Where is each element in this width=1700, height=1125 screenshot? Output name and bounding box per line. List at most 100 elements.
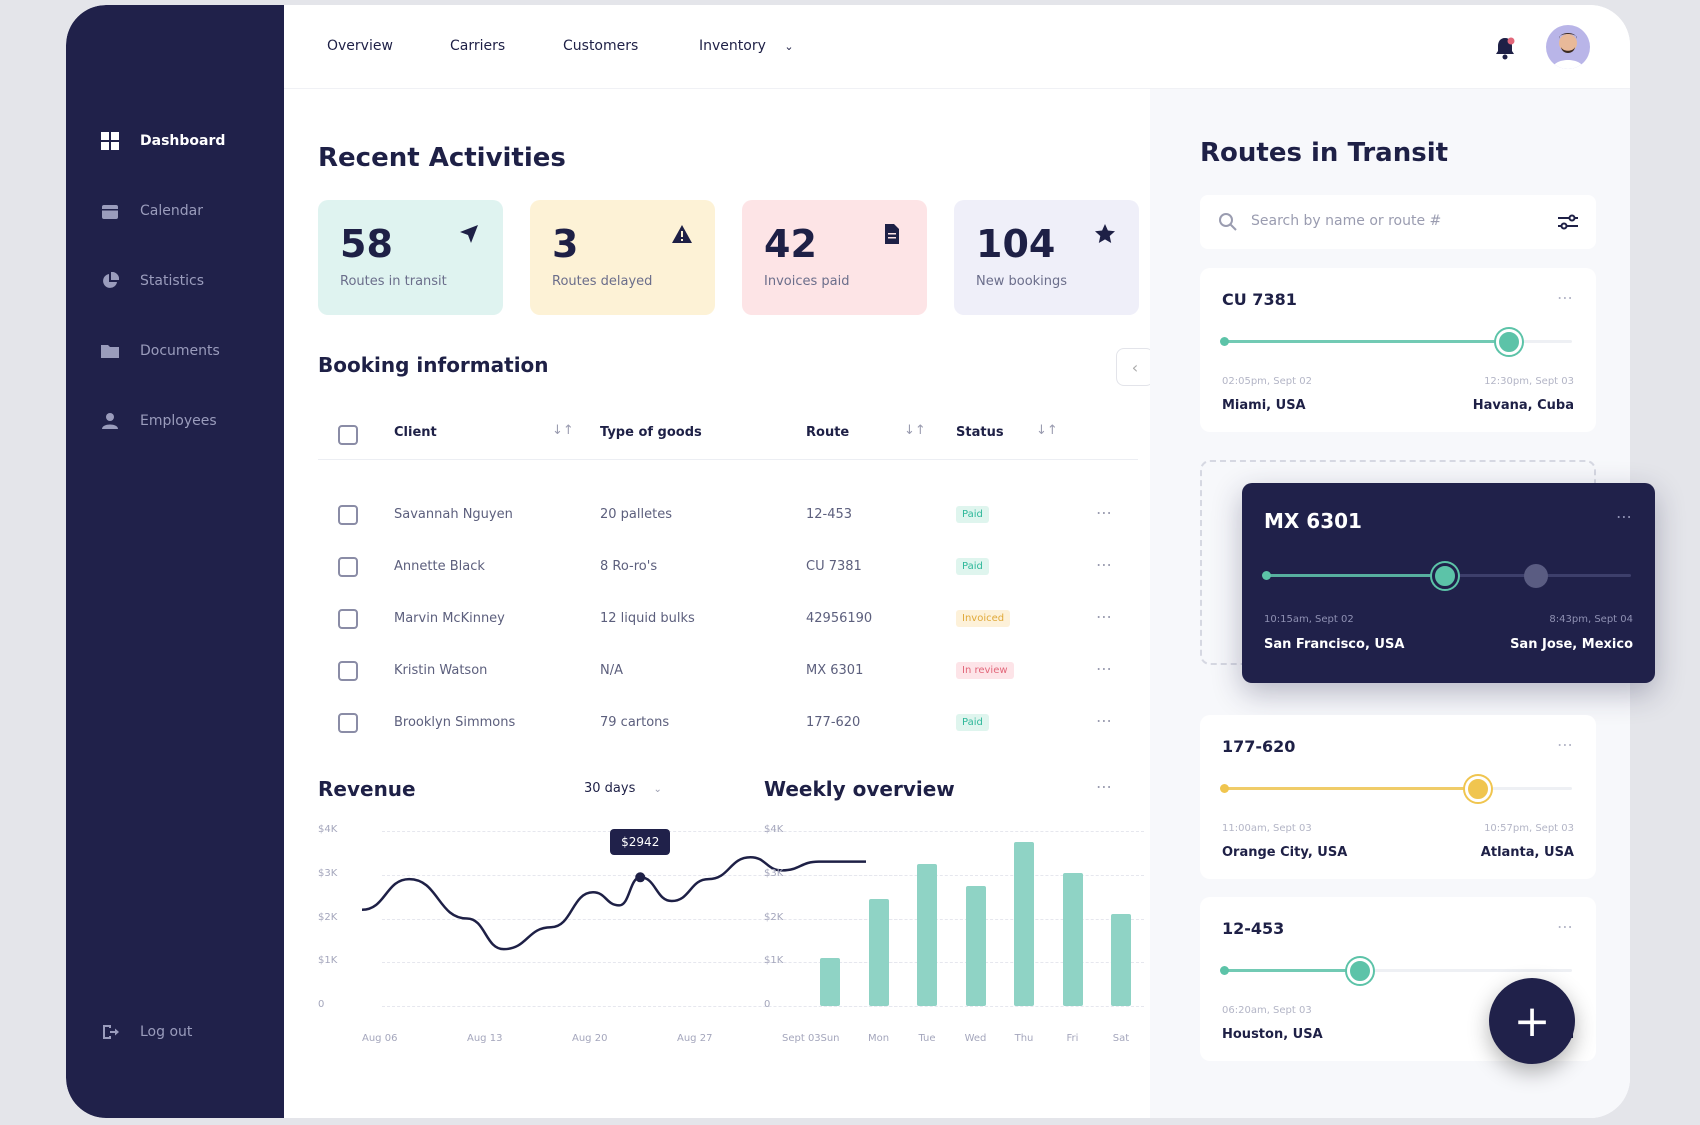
bar-sun[interactable]	[820, 957, 840, 1006]
select-all-checkbox[interactable]	[338, 425, 358, 445]
row-more-icon[interactable]: ⋯	[1096, 607, 1113, 626]
more-options-icon[interactable]: ⋯	[1557, 288, 1574, 307]
ship-icon	[1496, 329, 1523, 355]
destination: Havana, Cuba	[1472, 398, 1574, 413]
cell-goods: 8 Ro-ro's	[600, 559, 658, 574]
row-more-icon[interactable]: ⋯	[1096, 659, 1113, 678]
logout-button[interactable]: Log out	[100, 1022, 192, 1042]
routes-in-transit-title: Routes in Transit	[1200, 138, 1449, 168]
cell-goods: 20 palletes	[600, 507, 672, 522]
bar-wed[interactable]	[965, 885, 986, 1006]
y-tick-label: $3K	[764, 867, 784, 879]
row-checkbox[interactable]	[338, 557, 358, 577]
column-header-status[interactable]: Status	[956, 425, 1004, 440]
chevron-down-icon: ⌄	[784, 40, 794, 53]
gridline	[814, 1006, 1144, 1007]
top-navigation: Overview Carriers Customers Inventory ⌄	[284, 5, 1630, 89]
bar-mon[interactable]	[868, 898, 889, 1006]
stat-card-routes-in-transit[interactable]: 58 Routes in transit	[318, 200, 503, 315]
cell-client: Annette Black	[394, 559, 485, 574]
filter-icon[interactable]	[1558, 213, 1578, 235]
recent-activities-title: Recent Activities	[318, 143, 566, 173]
x-tick-label: Wed	[964, 1033, 987, 1044]
y-tick-label: $1K	[318, 955, 338, 967]
arrival-time: 8:43pm, Sept 04	[1549, 614, 1633, 625]
sort-icon[interactable]: ↓↑	[904, 423, 926, 438]
arrival-time: 12:30pm, Sept 03	[1484, 376, 1574, 387]
row-checkbox[interactable]	[338, 713, 358, 733]
more-options-icon[interactable]: ⋯	[1557, 917, 1574, 936]
y-tick-label: 0	[318, 999, 325, 1010]
bar-thu[interactable]	[1014, 841, 1034, 1006]
navigation-arrow-icon	[459, 224, 479, 244]
sort-icon[interactable]: ↓↑	[552, 423, 574, 438]
sort-icon[interactable]: ↓↑	[1036, 423, 1058, 438]
cell-goods: 79 cartons	[600, 715, 670, 730]
more-options-icon[interactable]: ⋯	[1557, 735, 1574, 754]
revenue-tooltip: $2942	[610, 829, 671, 856]
row-checkbox[interactable]	[338, 505, 358, 525]
search-icon	[1218, 212, 1238, 236]
sidebar-item-statistics[interactable]: Statistics	[100, 271, 204, 291]
stat-card-routes-delayed[interactable]: 3 Routes delayed	[530, 200, 715, 315]
avatar[interactable]	[1546, 25, 1590, 69]
logout-icon	[100, 1022, 120, 1042]
more-options-icon[interactable]: ⋯	[1616, 507, 1633, 526]
route-card[interactable]: MX 6301 ⋯ 10:15am, Sept 02 8:43pm, Sept 04 S…	[1242, 483, 1655, 683]
y-tick-label: $2K	[764, 911, 784, 923]
status-badge: Paid	[956, 558, 989, 575]
stat-card-invoices-paid[interactable]: 42 Invoices paid	[742, 200, 927, 315]
route-card[interactable]: 177-620 ⋯ 11:00am, Sept 03 10:57pm, Sept 03…	[1200, 715, 1596, 879]
gridline	[382, 962, 902, 964]
main-content: Recent Activities 58 Routes in transit 3…	[284, 89, 1202, 1118]
route-progress	[1224, 340, 1510, 343]
column-header-client[interactable]: Client	[394, 425, 437, 440]
route-start-dot	[1220, 784, 1229, 793]
sidebar-item-label: Employees	[140, 413, 217, 429]
tab-customers[interactable]: Customers	[563, 38, 639, 54]
bar-fri[interactable]	[1062, 872, 1083, 1006]
previous-page-button[interactable]: ‹	[1116, 348, 1154, 386]
sidebar-item-dashboard[interactable]: Dashboard	[100, 131, 225, 151]
status-badge: Paid	[956, 714, 989, 731]
sidebar: Dashboard Calendar Statistics Documents …	[66, 5, 284, 1118]
cell-route: CU 7381	[806, 559, 862, 574]
tab-overview[interactable]: Overview	[327, 38, 393, 54]
tab-inventory[interactable]: Inventory ⌄	[699, 38, 794, 54]
origin: Houston, USA	[1222, 1027, 1323, 1042]
sidebar-item-calendar[interactable]: Calendar	[100, 201, 203, 221]
arrival-time: 10:57pm, Sept 03	[1484, 823, 1574, 834]
stat-card-new-bookings[interactable]: 104 New bookings	[954, 200, 1139, 315]
row-more-icon[interactable]: ⋯	[1096, 711, 1113, 730]
tab-inventory-label: Inventory	[699, 38, 766, 54]
cell-route: 12-453	[806, 507, 853, 522]
table-divider	[318, 459, 1138, 460]
cell-client: Kristin Watson	[394, 663, 488, 678]
stat-label: New bookings	[976, 274, 1068, 289]
truck-icon	[1431, 563, 1458, 589]
bar-sat[interactable]	[1111, 914, 1131, 1006]
sidebar-item-employees[interactable]: Employees	[100, 411, 217, 431]
row-more-icon[interactable]: ⋯	[1096, 555, 1113, 574]
bell-icon[interactable]	[1494, 36, 1516, 60]
sidebar-item-documents[interactable]: Documents	[100, 341, 220, 361]
stat-value: 58	[340, 222, 393, 266]
row-more-icon[interactable]: ⋯	[1096, 503, 1113, 522]
route-search-input[interactable]: Search by name or route #	[1200, 195, 1596, 249]
column-header-route[interactable]: Route	[806, 425, 850, 440]
add-route-button[interactable]: +	[1489, 978, 1575, 1064]
bar-tue[interactable]	[917, 863, 937, 1006]
row-checkbox[interactable]	[338, 609, 358, 629]
cell-route: MX 6301	[806, 663, 864, 678]
document-icon	[883, 224, 903, 244]
revenue-period-select[interactable]: 30 days ⌄	[584, 781, 662, 796]
route-id: MX 6301	[1264, 509, 1362, 533]
more-options-icon[interactable]: ⋯	[1096, 777, 1113, 796]
row-checkbox[interactable]	[338, 661, 358, 681]
chevron-down-icon: ⌄	[653, 784, 662, 795]
folder-icon	[100, 341, 120, 361]
route-card[interactable]: CU 7381 ⋯ 02:05pm, Sept 02 12:30pm, Sept 03…	[1200, 268, 1596, 432]
column-header-type-of-goods[interactable]: Type of goods	[600, 425, 702, 440]
gridline	[382, 1006, 902, 1007]
tab-carriers[interactable]: Carriers	[450, 38, 506, 54]
